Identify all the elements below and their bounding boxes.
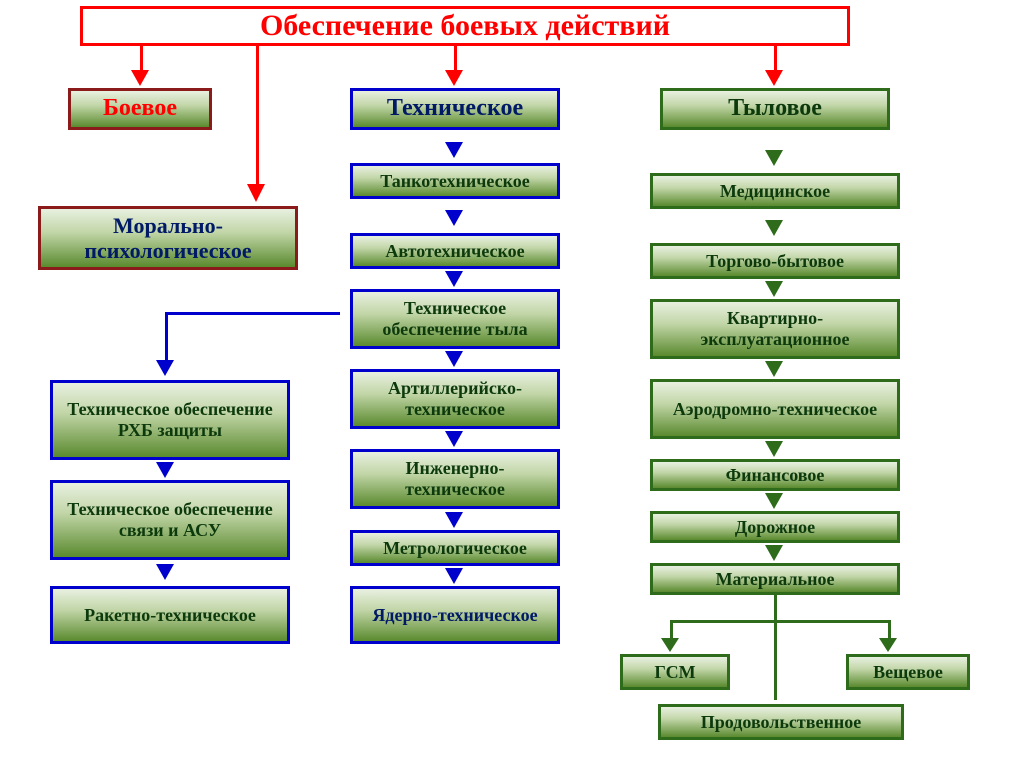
material-food: Продовольственное (658, 704, 904, 740)
category-technical: Техническое (350, 88, 560, 130)
arrow-icon (765, 493, 783, 509)
material-clothing: Вещевое (846, 654, 970, 690)
arrow-icon (765, 150, 783, 166)
rear-item: Финансовое (650, 459, 900, 491)
technical-label: Техническое (387, 95, 523, 123)
left-item: Ракетно-техническое (50, 586, 290, 644)
arrow-icon (445, 512, 463, 528)
tech-item: Ядерно-техническое (350, 586, 560, 644)
rear-item-label: Медицинское (720, 181, 830, 202)
connector-line (140, 46, 143, 72)
connector-line (670, 620, 890, 623)
arrow-icon (445, 210, 463, 226)
arrow-icon (445, 271, 463, 287)
arrow-icon (765, 70, 783, 86)
tech-item-label: Автотехническое (385, 241, 524, 262)
rear-item-label: Квартирно-эксплуатационное (657, 308, 893, 349)
rear-label: Тыловое (728, 95, 822, 123)
tech-item: Метрологическое (350, 530, 560, 566)
material-gsm: ГСМ (620, 654, 730, 690)
tech-item-label: Метрологическое (383, 538, 527, 559)
connector-line (888, 620, 891, 640)
connector-line (165, 312, 168, 362)
category-rear: Тыловое (660, 88, 890, 130)
moral-label: Морально-психологическое (45, 213, 291, 264)
tech-item: Автотехническое (350, 233, 560, 269)
connector-line (165, 312, 340, 315)
arrow-icon (765, 281, 783, 297)
rear-item: Квартирно-эксплуатационное (650, 299, 900, 359)
arrow-icon (156, 360, 174, 376)
rear-item-label: Финансовое (726, 465, 825, 486)
rear-item: Торгово-бытовое (650, 243, 900, 279)
category-combat: Боевое (68, 88, 212, 130)
arrow-icon (445, 142, 463, 158)
title-text: Обеспечение боевых действий (260, 9, 670, 44)
connector-line (670, 620, 673, 640)
arrow-icon (661, 638, 679, 652)
tech-item: Артиллерийско-техническое (350, 369, 560, 429)
arrow-icon (765, 441, 783, 457)
rear-item: Дорожное (650, 511, 900, 543)
connector-line (774, 46, 777, 72)
rear-item: Аэродромно-техническое (650, 379, 900, 439)
rear-item-label: Аэродромно-техническое (673, 399, 877, 420)
arrow-icon (765, 545, 783, 561)
arrow-icon (445, 70, 463, 86)
arrow-icon (445, 431, 463, 447)
tech-item-label: Техническое обеспечение тыла (357, 298, 553, 339)
tech-item: Танкотехническое (350, 163, 560, 199)
tech-item: Инженерно-техническое (350, 449, 560, 509)
gsm-label: ГСМ (654, 662, 695, 683)
left-item: Техническое обеспечение РХБ защиты (50, 380, 290, 460)
moral-box: Морально-психологическое (38, 206, 298, 270)
arrow-icon (879, 638, 897, 652)
rear-item-label: Торгово-бытовое (706, 251, 844, 272)
arrow-icon (445, 568, 463, 584)
tech-item-label: Танкотехническое (380, 171, 530, 192)
left-item-label: Техническое обеспечение связи и АСУ (57, 499, 283, 540)
combat-label: Боевое (103, 95, 177, 123)
arrow-icon (247, 184, 265, 202)
left-item-label: Техническое обеспечение РХБ защиты (57, 399, 283, 440)
tech-item-label: Ядерно-техническое (372, 605, 537, 626)
rear-item-label: Материальное (716, 569, 835, 590)
left-item-label: Ракетно-техническое (84, 605, 256, 626)
tech-item-label: Инженерно-техническое (357, 458, 553, 499)
tech-item-label: Артиллерийско-техническое (357, 378, 553, 419)
arrow-icon (445, 351, 463, 367)
arrow-icon (765, 361, 783, 377)
arrow-icon (156, 564, 174, 580)
arrow-icon (156, 462, 174, 478)
tech-item: Техническое обеспечение тыла (350, 289, 560, 349)
arrow-icon (131, 70, 149, 86)
arrow-icon (765, 220, 783, 236)
connector-line (774, 595, 777, 700)
connector-line (256, 46, 259, 186)
left-item: Техническое обеспечение связи и АСУ (50, 480, 290, 560)
rear-item: Медицинское (650, 173, 900, 209)
food-label: Продовольственное (701, 712, 861, 733)
rear-item: Материальное (650, 563, 900, 595)
rear-item-label: Дорожное (735, 517, 815, 538)
title-box: Обеспечение боевых действий (80, 6, 850, 46)
connector-line (454, 46, 457, 72)
clothing-label: Вещевое (873, 662, 943, 683)
